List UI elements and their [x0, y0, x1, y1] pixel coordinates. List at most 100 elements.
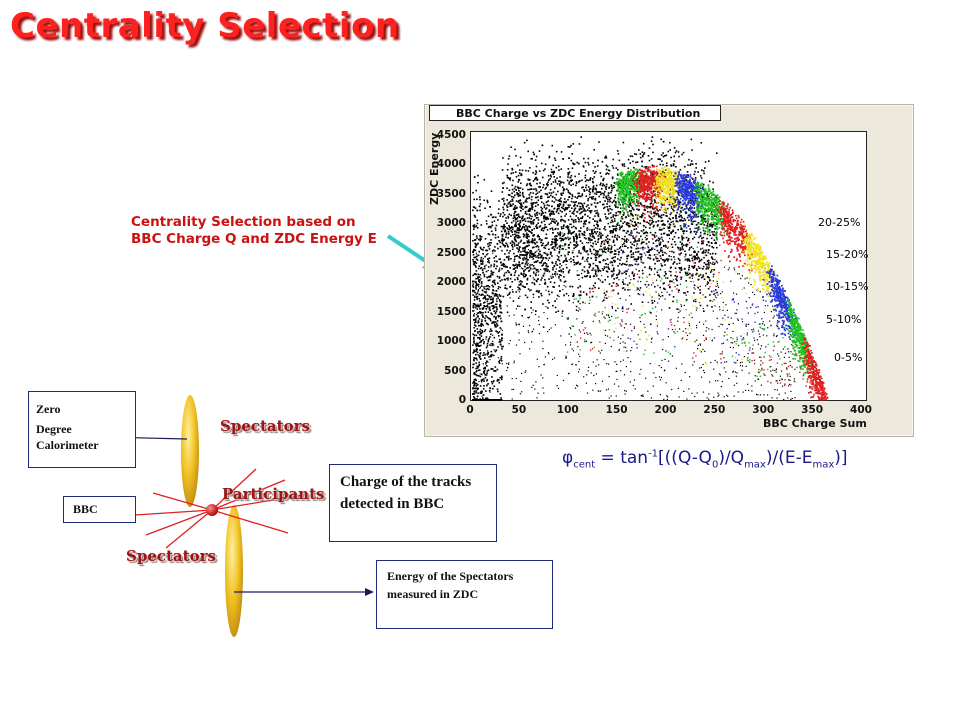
scatter-point [611, 251, 613, 253]
scatter-point [630, 250, 632, 252]
scatter-point [631, 271, 634, 273]
scatter-point [720, 323, 722, 325]
scatter-point [671, 250, 673, 253]
scatter-point [489, 359, 491, 361]
scatter-point [673, 147, 676, 149]
scatter-point [542, 258, 544, 260]
scatter-point [597, 278, 600, 280]
scatter-point [491, 271, 494, 274]
scatter-point [498, 362, 501, 364]
scatter-point [515, 223, 517, 225]
scatter-point [732, 347, 734, 349]
scatter-point [552, 232, 554, 234]
scatter-point [689, 164, 692, 166]
scatter-point [623, 163, 626, 165]
scatter-point [685, 230, 688, 232]
scatter-point [497, 332, 499, 334]
scatter-point [515, 255, 518, 257]
scatter-point [483, 302, 485, 304]
scatter-point [472, 283, 475, 285]
scatter-point [758, 333, 760, 335]
scatter-point [730, 342, 732, 344]
scatter-point [534, 159, 537, 161]
scatter-point [553, 238, 556, 240]
scatter-point [567, 238, 570, 241]
scatter-point [597, 267, 600, 269]
scatter-point [602, 192, 605, 195]
scatter-point [510, 227, 513, 229]
scatter-point [647, 256, 649, 259]
scatter-point [625, 277, 627, 279]
scatter-point [752, 328, 755, 330]
scatter-point [662, 240, 664, 242]
scatter-point [680, 215, 682, 217]
scatter-point [477, 392, 479, 394]
scatter-point [689, 376, 691, 378]
scatter-point [669, 353, 671, 355]
scatter-point [539, 253, 541, 256]
scatter-point [663, 224, 665, 226]
scatter-point [503, 259, 506, 261]
scatter-point [572, 211, 575, 213]
scatter-point [599, 201, 601, 203]
scatter-point [544, 193, 547, 195]
scatter-point [597, 215, 600, 218]
scatter-point [525, 253, 527, 256]
scatter-point [501, 279, 503, 281]
scatter-point [583, 248, 586, 251]
scatter-point [712, 223, 714, 226]
scatter-point [487, 279, 490, 282]
scatter-point [608, 244, 610, 247]
scatter-point [772, 369, 774, 371]
scatter-point [479, 375, 482, 378]
scatter-point [530, 250, 533, 252]
scatter-point [687, 201, 690, 203]
scatter-point [511, 167, 513, 170]
scatter-point [478, 293, 481, 296]
scatter-point [686, 243, 689, 246]
scatter-point [568, 299, 570, 302]
scatter-point [621, 216, 623, 218]
scatter-point [588, 163, 590, 166]
scatter-point [500, 357, 502, 360]
scatter-point [663, 275, 666, 277]
scatter-point [599, 231, 601, 234]
scatter-point [619, 226, 621, 229]
scatter-point [526, 233, 528, 236]
scatter-point [640, 253, 643, 256]
scatter-point [598, 233, 601, 236]
scatter-point [636, 245, 638, 247]
scatter-point [611, 264, 614, 267]
scatter-point [528, 196, 531, 199]
scatter-point [596, 251, 599, 253]
scatter-point [789, 383, 791, 385]
scatter-point [524, 286, 526, 288]
scatter-point [687, 237, 690, 240]
scatter-point [659, 238, 661, 240]
scatter-point [668, 223, 671, 225]
scatter-point [590, 196, 593, 198]
scatter-point [473, 371, 476, 374]
scatter-point [542, 264, 545, 266]
scatter-point [575, 305, 578, 308]
scatter-point [643, 294, 645, 296]
scatter-point [586, 179, 588, 181]
scatter-point [680, 305, 683, 307]
scatter-point [569, 327, 571, 329]
scatter-point [687, 239, 690, 241]
scatter-point [569, 285, 571, 288]
scatter-point [640, 235, 642, 238]
scatter-point [759, 336, 761, 338]
scatter-point [792, 347, 794, 349]
scatter-point [601, 281, 604, 283]
scatter-point [557, 310, 560, 312]
scatter-point [503, 214, 506, 216]
scatter-point [705, 263, 707, 266]
scatter-point [661, 160, 663, 162]
scatter-point [652, 226, 655, 228]
scatter-point [791, 397, 793, 400]
scatter-point [754, 321, 756, 323]
scatter-point [612, 273, 615, 275]
scatter-point [630, 253, 633, 256]
scatter-point [488, 233, 491, 236]
